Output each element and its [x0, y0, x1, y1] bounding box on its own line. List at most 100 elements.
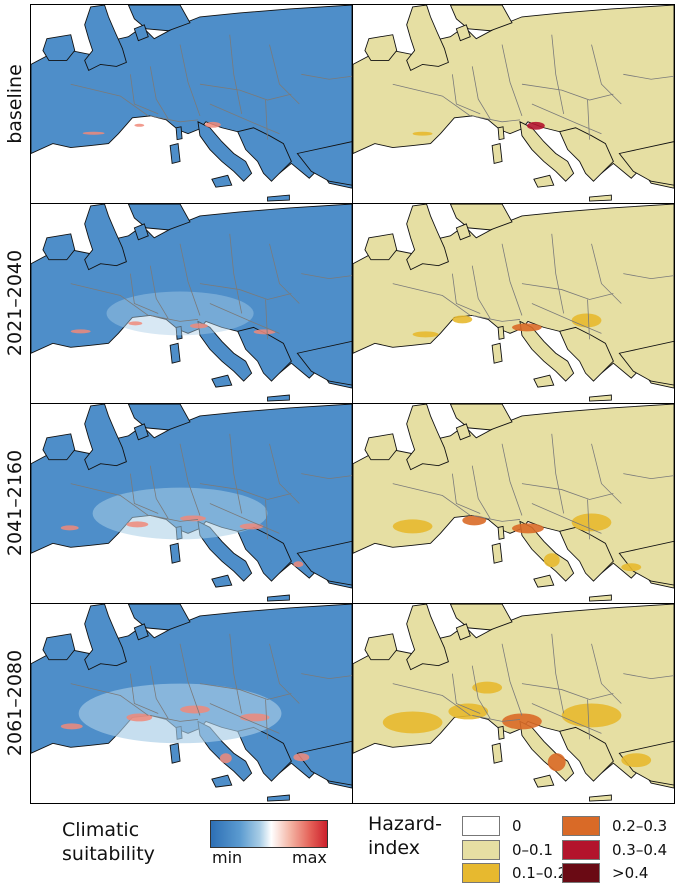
- landmass-turkey: [296, 340, 352, 386]
- suitability-map-2021-2040: [30, 203, 353, 404]
- landmass-balkans: [559, 127, 614, 182]
- landmass-scandinavia: [449, 604, 513, 631]
- landmass-corsica: [497, 325, 505, 340]
- hazard-hotspot: [621, 563, 642, 572]
- suitability-map-svg: [31, 5, 352, 203]
- row-label-2061-2080: 2061–2080: [4, 649, 26, 757]
- country-borders: [70, 34, 352, 140]
- suitability-map-svg: [31, 604, 352, 803]
- landmass-italy: [519, 520, 575, 582]
- landmass-balkans: [237, 127, 292, 182]
- landmass-sardinia: [169, 742, 181, 764]
- hazard-swatch-0: [462, 816, 500, 836]
- landmass-crete: [589, 794, 612, 802]
- landmass-turkey: [296, 141, 352, 186]
- hazard-hotspot: [452, 315, 473, 324]
- landmass-denmark: [133, 423, 149, 441]
- landmass-corsica: [497, 126, 505, 141]
- country-borders: [392, 433, 674, 540]
- landmass-crete: [267, 794, 290, 802]
- country-borders: [70, 433, 352, 540]
- landmass-denmark: [133, 223, 149, 241]
- hazard-label-1: 0–0.1: [512, 841, 553, 859]
- landmass-sardinia: [169, 143, 181, 164]
- row-label-2041-2160: 2041–2160: [4, 449, 26, 557]
- hazard-hotspot: [412, 131, 433, 136]
- landmass-sardinia: [169, 542, 181, 564]
- hazard-map-2021-2040: [352, 203, 675, 404]
- hazard-hotspot: [412, 331, 439, 338]
- landmass-corsica: [175, 126, 183, 141]
- hazard-map-2041-2160: [352, 403, 675, 604]
- suitability-hotspot: [239, 523, 264, 530]
- landmass-ireland: [42, 633, 76, 661]
- hazard-label-4: 0.3–0.4: [612, 841, 668, 859]
- landmass-sicily: [211, 174, 233, 188]
- hazard-swatch-2: [462, 863, 500, 883]
- suitability-map-svg: [31, 204, 352, 403]
- country-borders: [70, 633, 352, 740]
- hazard-hotspot: [543, 553, 560, 568]
- hazard-hotspot: [512, 523, 544, 534]
- landmass-denmark: [455, 24, 471, 42]
- suitability-hotspot: [60, 525, 79, 531]
- landmass-gb: [84, 604, 127, 671]
- landmass-crete: [267, 594, 290, 602]
- landmass-sicily: [533, 574, 555, 588]
- landmass-corsica: [497, 525, 505, 540]
- landmass-scandinavia: [449, 404, 513, 431]
- landmass-sicily: [211, 374, 233, 388]
- hazard-label-2: 0.1–0.2: [512, 864, 568, 882]
- landmass-ireland: [42, 34, 76, 61]
- country-borders: [70, 233, 352, 340]
- landmass-crete: [589, 594, 612, 602]
- hazard-map-2061-2080: [352, 603, 675, 804]
- suitability-hotspot: [128, 321, 143, 326]
- hazard-hotspot: [621, 753, 652, 768]
- landmass-balkans: [559, 526, 614, 582]
- suitability-hotspot: [126, 713, 153, 722]
- landmass-sardinia: [491, 143, 503, 164]
- hazard-hotspot: [547, 753, 566, 772]
- row-label-2021-2040: 2021–2040: [4, 249, 26, 357]
- country-borders: [392, 633, 674, 740]
- suitability-map-2061-2080: [30, 603, 353, 804]
- suitability-hotspot: [60, 723, 83, 730]
- landmass-crete: [267, 194, 290, 202]
- landmass-denmark: [133, 623, 149, 641]
- landmass-scandinavia: [127, 604, 191, 631]
- landmass-italy: [519, 320, 575, 382]
- hazard-hotspot: [448, 703, 489, 720]
- hazard-label-5: >0.4: [612, 864, 649, 882]
- landmass-sicily: [211, 574, 233, 588]
- landmass-italy: [519, 121, 575, 182]
- landmass-turkey: [618, 141, 674, 186]
- landmass-scandinavia: [127, 204, 191, 231]
- landmass-scandinavia: [127, 404, 191, 431]
- light-suitability-area: [106, 291, 254, 336]
- hazard-swatch-3: [562, 816, 600, 836]
- colorbar-max-label: max: [292, 848, 327, 867]
- suitability-hotspot: [180, 705, 210, 714]
- hazard-hotspot: [392, 519, 433, 534]
- landmass-gb: [406, 5, 449, 71]
- hazard-hotspot: [571, 313, 602, 328]
- landmass-balkans: [237, 526, 292, 582]
- light-suitability-area: [78, 683, 282, 744]
- landmass-turkey: [618, 340, 674, 386]
- suitability-hotspot: [293, 753, 310, 762]
- landmass-sicily: [533, 374, 555, 388]
- landmass-corsica: [175, 325, 183, 340]
- landmass-gb: [406, 604, 449, 671]
- landmass-gb: [84, 5, 127, 71]
- hazard-map-svg: [353, 604, 674, 803]
- landmass-ireland: [42, 433, 76, 461]
- landmass-turkey: [296, 740, 352, 786]
- landmass-crete: [267, 394, 290, 402]
- landmass-corsica: [497, 725, 505, 740]
- colorbar-min-label: min: [212, 848, 243, 867]
- landmass-scandinavia: [449, 204, 513, 231]
- landmass-italy: [197, 121, 253, 182]
- landmass-scandinavia: [127, 5, 191, 32]
- hazard-hotspot: [472, 681, 503, 694]
